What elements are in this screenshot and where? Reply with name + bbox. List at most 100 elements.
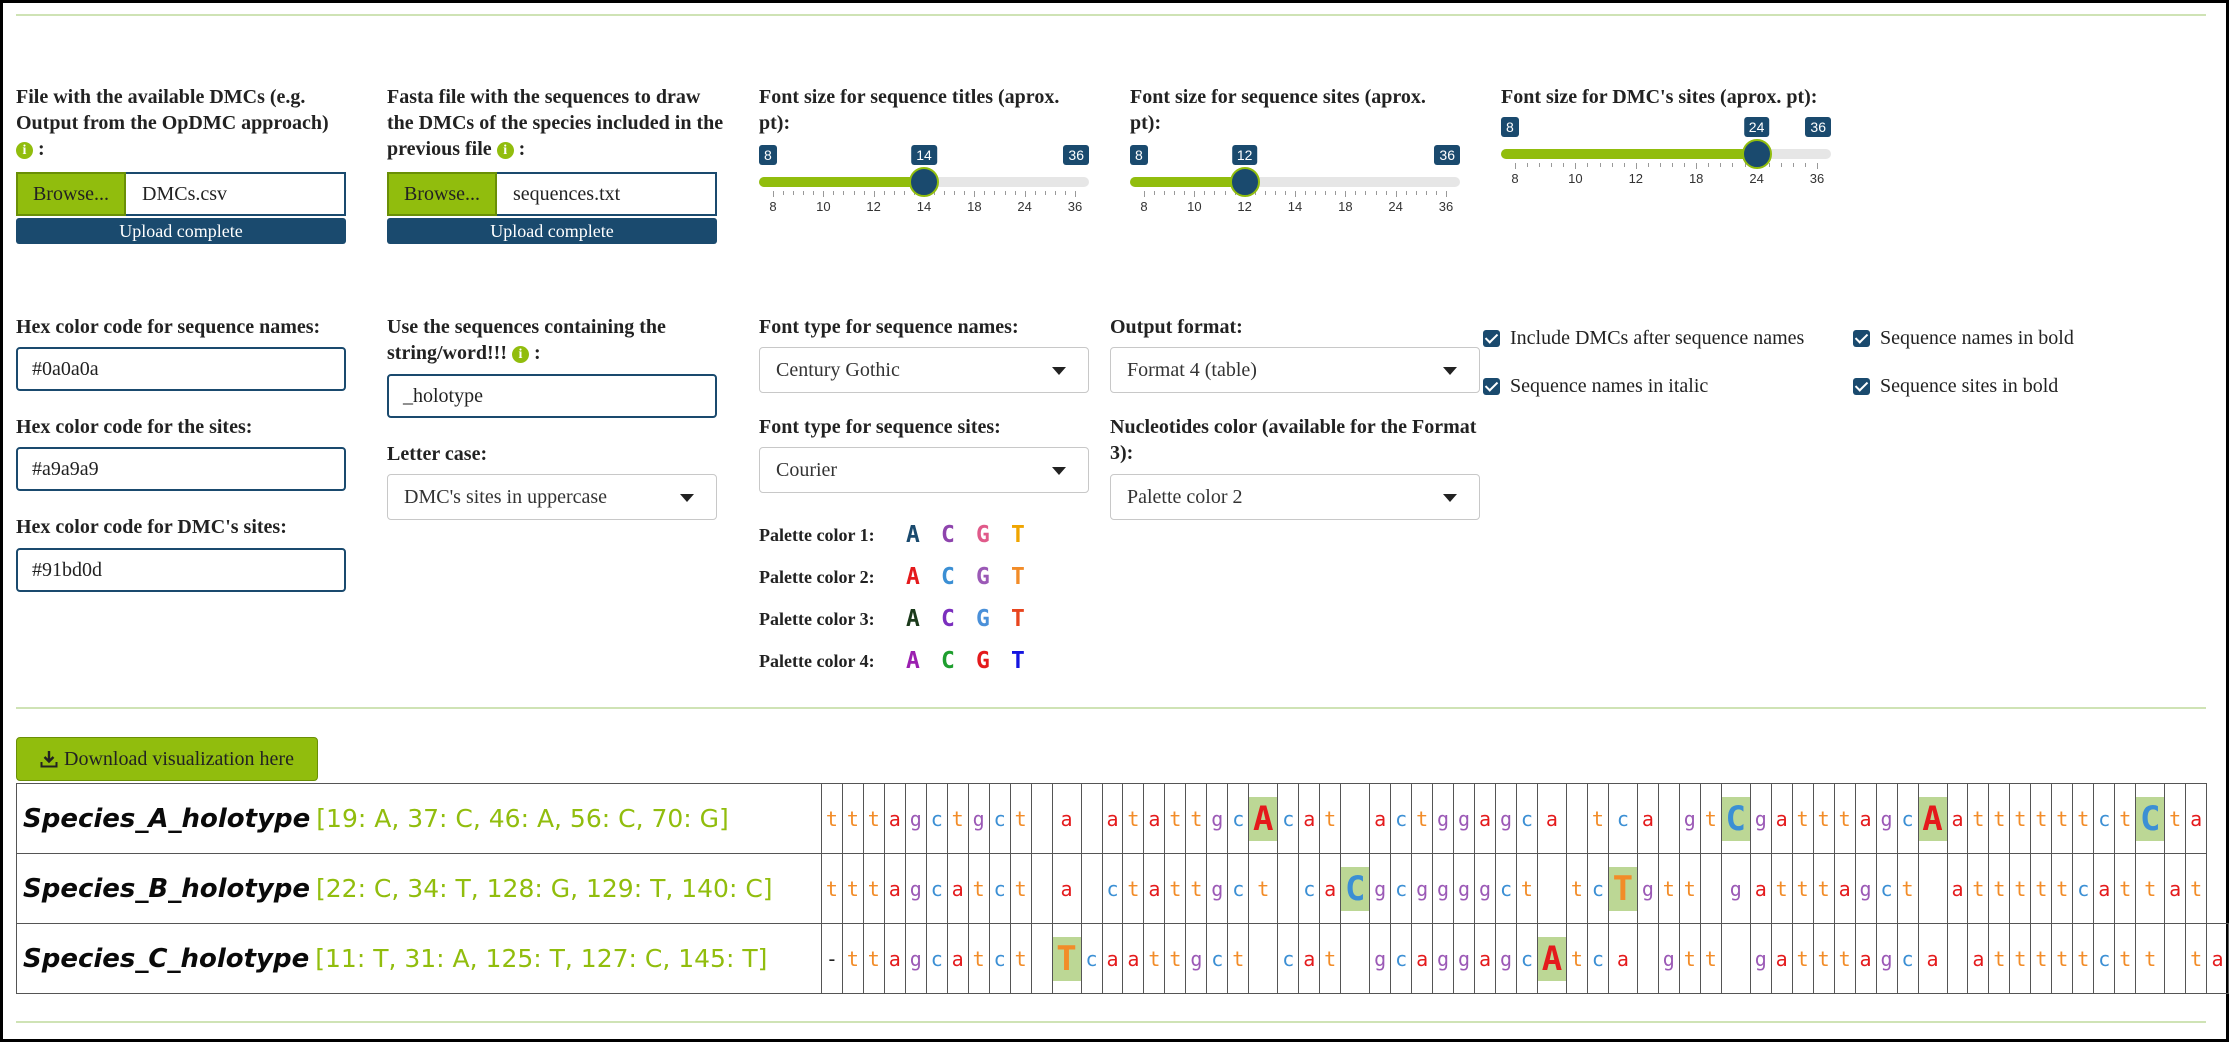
hex-names-input[interactable]: #0a0a0a xyxy=(16,347,346,391)
site-cell: a xyxy=(1749,853,1772,924)
site-letter: c xyxy=(1395,876,1408,901)
slider-minor-tick xyxy=(1034,191,1036,195)
slider-fill xyxy=(759,177,924,187)
slider-handle[interactable] xyxy=(909,167,939,197)
sites-font-size-slider[interactable]: 8 36 12 8 10 12 14 18 24 36 xyxy=(1130,145,1460,225)
site-cell: g xyxy=(1875,923,1898,994)
site-cell: a xyxy=(1101,923,1124,994)
info-icon[interactable]: i xyxy=(496,142,514,159)
site-letter: t xyxy=(2077,946,2090,971)
site-letter: c xyxy=(1303,876,1316,901)
site-cell: a xyxy=(1770,783,1793,854)
slider-minor-tick xyxy=(1720,163,1722,167)
checkbox-checked-icon[interactable] xyxy=(1853,330,1870,347)
slider-minor-tick xyxy=(793,191,795,195)
site-letter: t xyxy=(2014,876,2027,901)
site-cell: t xyxy=(1411,783,1434,854)
site-cell xyxy=(1699,853,1722,924)
slider-handle[interactable] xyxy=(1229,167,1260,197)
site-letter: t xyxy=(1416,806,1429,831)
site-cell: c xyxy=(1227,853,1250,924)
string-filter-input[interactable]: _holotype xyxy=(387,374,717,418)
site-letter: g xyxy=(1458,806,1471,831)
dmc-browse-button[interactable]: Browse... xyxy=(16,172,126,216)
site-cell: a xyxy=(1946,853,1969,924)
site-cell: c xyxy=(1607,783,1638,854)
names-italic-checkbox[interactable]: Sequence names in italic xyxy=(1483,375,1708,398)
slider-minor-tick xyxy=(1184,191,1186,195)
checkbox-checked-icon[interactable] xyxy=(1853,378,1870,395)
sequence-name-cell: Species_A_holotype [19: A, 37: C, 46: A, … xyxy=(16,783,822,854)
output-format-label: Output format: xyxy=(1110,316,1243,338)
slider-track[interactable] xyxy=(1130,177,1460,187)
font-names-select[interactable]: Century Gothic xyxy=(759,347,1089,393)
site-letter: t xyxy=(2119,806,2132,831)
slider-minor-tick xyxy=(1415,191,1417,195)
checkbox-checked-icon[interactable] xyxy=(1483,378,1500,395)
site-cell: t xyxy=(1678,853,1701,924)
sequence-dmcs: [19: A, 37: C, 46: A, 56: C, 70: G] xyxy=(316,803,729,833)
site-letter: g xyxy=(1641,876,1654,901)
site-cell: a xyxy=(1607,923,1638,994)
site-cell: c xyxy=(925,853,948,924)
checkbox-checked-icon[interactable] xyxy=(1483,330,1500,347)
site-cell: t xyxy=(2030,853,2053,924)
site-letter: t xyxy=(1993,946,2006,971)
site-letter: t xyxy=(2035,806,2048,831)
include-dmcs-checkbox[interactable]: Include DMCs after sequence names xyxy=(1483,327,1804,350)
site-letter: t xyxy=(1972,876,1985,901)
site-cell: g xyxy=(1453,783,1476,854)
title-font-size-slider[interactable]: 8 36 14 8 10 12 14 18 24 36 xyxy=(759,145,1089,225)
site-letter: a xyxy=(2211,946,2224,971)
slider-minor-tick xyxy=(1659,163,1661,167)
slider-minor-tick xyxy=(1804,163,1806,167)
site-cell: c xyxy=(1390,783,1413,854)
font-sites-select[interactable]: Courier xyxy=(759,447,1089,493)
slider-tick xyxy=(1515,163,1516,169)
site-cell: T xyxy=(1607,853,1638,924)
letter-case-select[interactable]: DMC's sites in uppercase xyxy=(387,474,717,520)
slider-tick xyxy=(1696,163,1698,169)
nuc-color-select[interactable]: Palette color 2 xyxy=(1110,474,1480,520)
sequence-name-cell: Species_B_holotype [22: C, 34: T, 128: G,… xyxy=(16,853,822,924)
site-letter: g xyxy=(1416,876,1429,901)
site-letter: t xyxy=(2119,946,2132,971)
slider-max-label: 36 xyxy=(1434,145,1460,165)
hex-dmc-input[interactable]: #91bd0d xyxy=(16,548,346,592)
sites-bold-checkbox[interactable]: Sequence sites in bold xyxy=(1853,375,2058,398)
chevron-down-icon xyxy=(1052,467,1066,475)
site-cell: - xyxy=(820,923,843,994)
fasta-browse-button[interactable]: Browse... xyxy=(387,172,497,216)
site-cell: g xyxy=(1474,853,1496,924)
dmc-font-size-slider[interactable]: 8 36 24 8 10 12 18 24 36 xyxy=(1501,117,1831,197)
site-letter: a xyxy=(951,876,964,901)
site-letter: a xyxy=(1060,876,1073,901)
site-cell: a xyxy=(1298,923,1321,994)
site-cell: a xyxy=(2206,923,2229,994)
site-cell: A xyxy=(1248,783,1279,854)
palette-label: Palette color 3: xyxy=(759,608,875,629)
download-button[interactable]: Download visualization here xyxy=(16,737,318,781)
site-cell: C xyxy=(1340,853,1371,924)
names-bold-checkbox[interactable]: Sequence names in bold xyxy=(1853,327,2074,350)
site-letter: t xyxy=(1014,946,1027,971)
output-format-select[interactable]: Format 4 (table) xyxy=(1110,347,1480,393)
site-cell: t xyxy=(1515,853,1538,924)
slider-tick xyxy=(1194,191,1196,197)
site-cell: t xyxy=(1833,783,1856,854)
hex-sites-input[interactable]: #a9a9a9 xyxy=(16,447,346,491)
slider-minor-tick xyxy=(1014,191,1016,195)
slider-tick-label: 18 xyxy=(1338,199,1353,214)
slider-minor-tick xyxy=(944,191,946,195)
palette-letter: C xyxy=(941,648,955,674)
site-letter: t xyxy=(2190,876,2203,901)
site-cell: c xyxy=(1277,783,1300,854)
slider-handle[interactable] xyxy=(1741,139,1772,169)
info-icon[interactable]: i xyxy=(16,142,33,159)
info-icon[interactable]: i xyxy=(511,346,529,363)
site-cell: t xyxy=(2185,853,2208,924)
palette-letter: T xyxy=(1011,564,1025,590)
slider-minor-tick xyxy=(893,191,895,195)
slider-min-label: 8 xyxy=(759,145,777,165)
